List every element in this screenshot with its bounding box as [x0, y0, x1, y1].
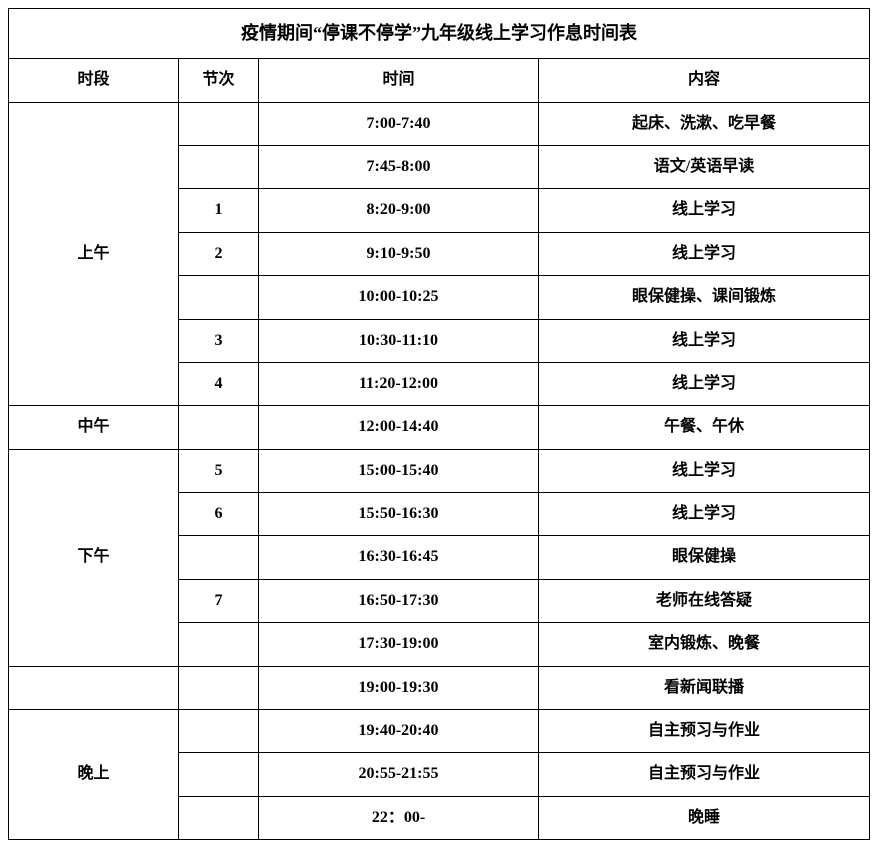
session-cell: 3 — [179, 319, 259, 362]
time-cell: 15:00-15:40 — [259, 449, 539, 492]
header-session: 节次 — [179, 59, 259, 102]
session-cell: 2 — [179, 232, 259, 275]
session-cell: 5 — [179, 449, 259, 492]
table-body: 疫情期间“停课不停学”九年级线上学习作息时间表 时段 节次 时间 内容 上午 7… — [9, 9, 870, 840]
content-cell: 自主预习与作业 — [539, 753, 870, 796]
table-row: 下午 5 15:00-15:40 线上学习 — [9, 449, 870, 492]
header-content: 内容 — [539, 59, 870, 102]
content-cell: 起床、洗漱、吃早餐 — [539, 102, 870, 145]
time-cell: 9:10-9:50 — [259, 232, 539, 275]
content-cell: 眼保健操、课间锻炼 — [539, 276, 870, 319]
session-cell — [179, 406, 259, 449]
time-cell: 17:30-19:00 — [259, 623, 539, 666]
session-cell — [179, 536, 259, 579]
time-cell: 12:00-14:40 — [259, 406, 539, 449]
time-cell: 8:20-9:00 — [259, 189, 539, 232]
time-cell: 20:55-21:55 — [259, 753, 539, 796]
time-cell: 7:45-8:00 — [259, 145, 539, 188]
time-cell: 15:50-16:30 — [259, 493, 539, 536]
header-time: 时间 — [259, 59, 539, 102]
table-title: 疫情期间“停课不停学”九年级线上学习作息时间表 — [9, 9, 870, 59]
session-cell: 1 — [179, 189, 259, 232]
content-cell: 线上学习 — [539, 232, 870, 275]
session-cell: 4 — [179, 362, 259, 405]
session-cell — [179, 666, 259, 709]
session-cell — [179, 796, 259, 839]
time-cell: 16:50-17:30 — [259, 579, 539, 622]
time-cell: 19:40-20:40 — [259, 710, 539, 753]
header-period: 时段 — [9, 59, 179, 102]
content-cell: 线上学习 — [539, 319, 870, 362]
content-cell: 晚睡 — [539, 796, 870, 839]
session-cell: 6 — [179, 493, 259, 536]
time-cell: 10:30-11:10 — [259, 319, 539, 362]
content-cell: 线上学习 — [539, 493, 870, 536]
table-row: 上午 7:00-7:40 起床、洗漱、吃早餐 — [9, 102, 870, 145]
session-cell — [179, 753, 259, 796]
table-row: 晚上 19:40-20:40 自主预习与作业 — [9, 710, 870, 753]
time-cell: 22：00- — [259, 796, 539, 839]
period-cell: 下午 — [9, 449, 179, 666]
period-cell — [9, 666, 179, 709]
content-cell: 线上学习 — [539, 189, 870, 232]
content-cell: 午餐、午休 — [539, 406, 870, 449]
time-cell: 19:00-19:30 — [259, 666, 539, 709]
time-cell: 7:00-7:40 — [259, 102, 539, 145]
period-cell: 中午 — [9, 406, 179, 449]
content-cell: 语文/英语早读 — [539, 145, 870, 188]
content-cell: 看新闻联播 — [539, 666, 870, 709]
content-cell: 室内锻炼、晚餐 — [539, 623, 870, 666]
session-cell: 7 — [179, 579, 259, 622]
header-row: 时段 节次 时间 内容 — [9, 59, 870, 102]
session-cell — [179, 710, 259, 753]
session-cell — [179, 623, 259, 666]
schedule-table: 疫情期间“停课不停学”九年级线上学习作息时间表 时段 节次 时间 内容 上午 7… — [8, 8, 870, 840]
table-row: 中午 12:00-14:40 午餐、午休 — [9, 406, 870, 449]
content-cell: 自主预习与作业 — [539, 710, 870, 753]
content-cell: 老师在线答疑 — [539, 579, 870, 622]
time-cell: 16:30-16:45 — [259, 536, 539, 579]
title-row: 疫情期间“停课不停学”九年级线上学习作息时间表 — [9, 9, 870, 59]
content-cell: 线上学习 — [539, 449, 870, 492]
time-cell: 10:00-10:25 — [259, 276, 539, 319]
session-cell — [179, 145, 259, 188]
period-cell: 上午 — [9, 102, 179, 406]
content-cell: 眼保健操 — [539, 536, 870, 579]
period-cell: 晚上 — [9, 710, 179, 840]
content-cell: 线上学习 — [539, 362, 870, 405]
table-row: 19:00-19:30 看新闻联播 — [9, 666, 870, 709]
time-cell: 11:20-12:00 — [259, 362, 539, 405]
session-cell — [179, 102, 259, 145]
session-cell — [179, 276, 259, 319]
